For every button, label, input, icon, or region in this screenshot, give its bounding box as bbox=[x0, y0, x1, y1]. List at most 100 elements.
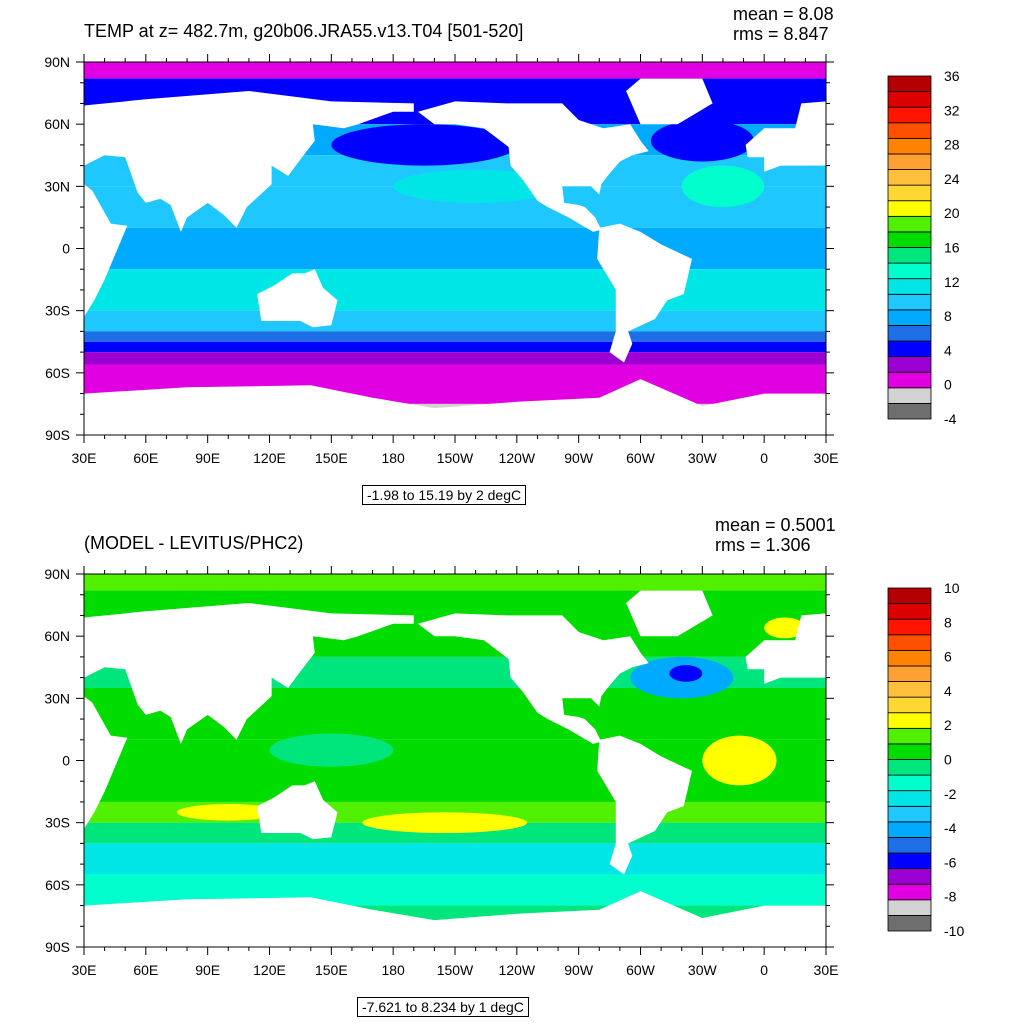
colorbar-swatch bbox=[887, 681, 932, 698]
y-tick-label: 60S bbox=[45, 877, 70, 893]
colorbar-label: 8 bbox=[944, 308, 952, 324]
colorbar-swatch bbox=[887, 231, 932, 248]
colorbar-swatch bbox=[887, 759, 932, 776]
field-band bbox=[84, 62, 826, 79]
range-label: -1.98 to 15.19 by 2 degC bbox=[362, 485, 527, 505]
x-tick-label: 0 bbox=[760, 962, 768, 978]
x-tick-label: 150W bbox=[437, 962, 474, 978]
land-mask bbox=[743, 613, 826, 686]
colorbar-label: 32 bbox=[944, 102, 960, 118]
x-tick-label: 120W bbox=[499, 450, 536, 466]
colorbar-swatch bbox=[887, 883, 932, 901]
colorbar-swatch bbox=[887, 743, 932, 760]
land-mask bbox=[257, 781, 338, 840]
x-tick-label: 30W bbox=[688, 962, 718, 978]
land-mask bbox=[626, 78, 713, 125]
colorbar-swatch bbox=[887, 915, 932, 932]
field-band bbox=[84, 341, 826, 353]
chart-title: TEMP at z= 482.7m, g20b06.JRA55.v13.T04 … bbox=[84, 21, 524, 41]
y-tick-label: 60N bbox=[44, 116, 70, 132]
colorbar-label: 0 bbox=[944, 377, 952, 393]
temp-map-svg: 30E 60E 90E 120E 150E 180 150W 120W 90W 60W 30W 0 30… bbox=[44, 54, 960, 466]
x-tick-label: 90W bbox=[564, 450, 594, 466]
y-tick-label: 90S bbox=[45, 939, 70, 955]
colorbar-swatch bbox=[887, 587, 932, 604]
x-tick-label: 120E bbox=[253, 450, 286, 466]
colorbar-swatch bbox=[887, 122, 932, 139]
field-patch bbox=[362, 812, 528, 834]
colorbar-swatch bbox=[887, 634, 932, 651]
field-patch bbox=[331, 124, 517, 166]
colorbar-swatch bbox=[887, 899, 932, 916]
field-band bbox=[84, 269, 826, 311]
colorbar-swatch bbox=[887, 868, 932, 885]
land-mask bbox=[257, 269, 338, 328]
colorbar-swatch bbox=[887, 356, 932, 373]
colorbar-label: 20 bbox=[944, 205, 960, 221]
colorbar-swatch bbox=[887, 618, 932, 636]
field-band bbox=[84, 739, 826, 802]
colorbar-label: 4 bbox=[944, 683, 952, 699]
colorbar-label: 16 bbox=[944, 240, 960, 256]
x-tick-label: 180 bbox=[381, 450, 405, 466]
colorbar-swatch bbox=[887, 727, 932, 745]
colorbar-swatch bbox=[887, 200, 932, 217]
x-tick-label: 150E bbox=[315, 962, 348, 978]
land-mask bbox=[84, 696, 128, 829]
y-tick-label: 30N bbox=[44, 178, 70, 194]
colorbar-swatch bbox=[887, 293, 932, 311]
land-mask bbox=[84, 184, 128, 317]
x-tick-label: 180 bbox=[381, 962, 405, 978]
map-field bbox=[84, 574, 826, 947]
colorbar-label: -4 bbox=[944, 411, 957, 427]
temp-panel: TEMP at z= 482.7m, g20b06.JRA55.v13.T04 … bbox=[44, 4, 960, 505]
field-patch bbox=[669, 665, 703, 682]
y-tick-label: 90S bbox=[45, 427, 70, 443]
diff-map-svg: 30E 60E 90E 120E 150E 180 150W 120W 90W 60W 30W 0 30… bbox=[44, 566, 964, 978]
colorbar-swatch bbox=[887, 790, 932, 807]
field-band bbox=[84, 352, 826, 365]
x-tick-label: 0 bbox=[760, 450, 768, 466]
y-tick-label: 60S bbox=[45, 365, 70, 381]
colorbar-swatch bbox=[887, 106, 932, 124]
field-patch bbox=[681, 165, 765, 208]
colorbar-label: 12 bbox=[944, 274, 960, 290]
colorbar-label: 28 bbox=[944, 137, 960, 153]
field-patch bbox=[269, 733, 394, 767]
colorbar-label: -10 bbox=[944, 923, 964, 939]
y-tick-label: 0 bbox=[62, 241, 70, 257]
colorbar-swatch bbox=[887, 837, 932, 854]
x-tick-label: 90W bbox=[564, 962, 594, 978]
colorbar-label: -6 bbox=[944, 854, 957, 870]
x-tick-label: 60E bbox=[133, 962, 158, 978]
x-tick-label: 60E bbox=[133, 450, 158, 466]
colorbar-swatch bbox=[887, 665, 932, 682]
colorbar-swatch bbox=[887, 340, 932, 358]
land-mask bbox=[84, 603, 414, 744]
mean-value: mean = 8.08 bbox=[733, 4, 834, 24]
colorbar-swatch bbox=[887, 774, 932, 792]
y-tick-label: 30N bbox=[44, 690, 70, 706]
y-tick-label: 30S bbox=[45, 303, 70, 319]
land-mask bbox=[417, 613, 649, 744]
chart-title: (MODEL - LEVITUS/PHC2) bbox=[84, 533, 304, 553]
colorbar-label: -2 bbox=[944, 786, 957, 802]
colorbar-swatch bbox=[887, 215, 932, 233]
colorbar-swatch bbox=[887, 387, 932, 404]
colorbar-swatch bbox=[887, 805, 932, 823]
colorbar-label: 24 bbox=[944, 171, 960, 187]
x-tick-label: 30E bbox=[72, 450, 97, 466]
x-tick-label: 30E bbox=[814, 450, 839, 466]
land-mask bbox=[84, 379, 826, 435]
colorbar-swatch bbox=[887, 153, 932, 170]
colorbar-swatch bbox=[887, 325, 932, 342]
colorbar-swatch bbox=[887, 696, 932, 714]
colorbar-swatch bbox=[887, 371, 932, 389]
land-mask bbox=[84, 891, 826, 947]
x-tick-label: 60W bbox=[626, 450, 656, 466]
colorbar-label: 10 bbox=[944, 580, 960, 596]
colorbar-swatch bbox=[887, 649, 932, 667]
colorbar-swatch bbox=[887, 247, 932, 264]
land-mask bbox=[626, 590, 713, 637]
colorbar-label: 36 bbox=[944, 68, 960, 84]
